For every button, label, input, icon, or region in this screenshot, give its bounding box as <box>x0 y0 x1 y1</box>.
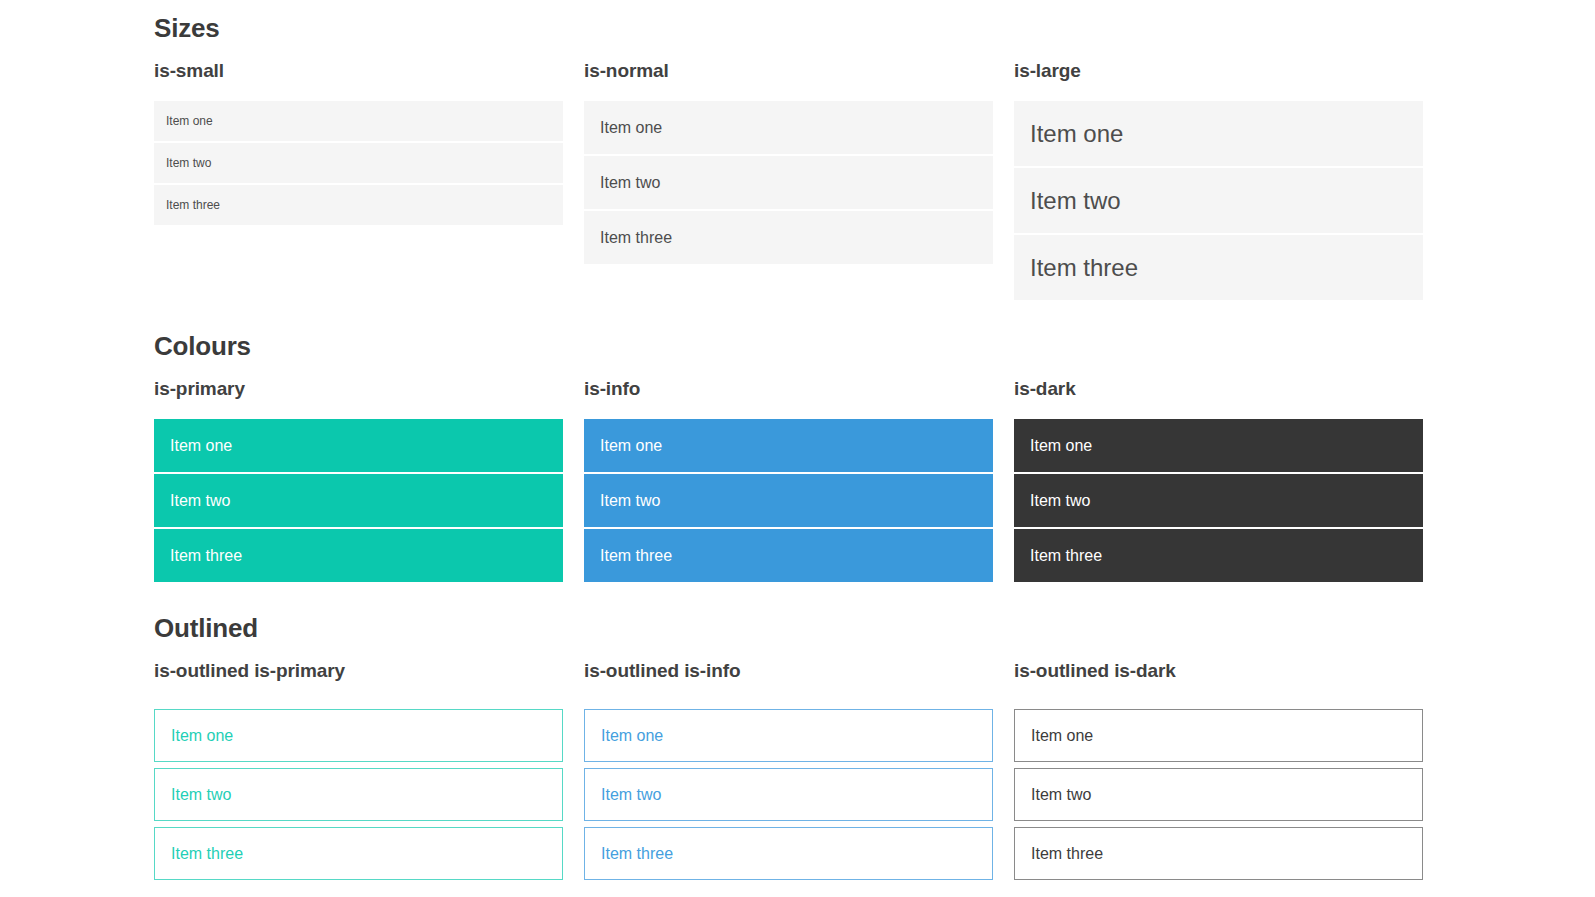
group-label-outlined-primary: is-outlined is-primary <box>154 658 563 683</box>
list-item[interactable]: Item three <box>1014 529 1423 582</box>
list-item[interactable]: Item two <box>584 474 993 527</box>
list-outlined-info: Item one Item two Item three <box>584 709 993 880</box>
list-item[interactable]: Item one <box>1014 419 1423 472</box>
list-outlined-primary: Item one Item two Item three <box>154 709 563 880</box>
list-item[interactable]: Item one <box>1014 709 1423 762</box>
list-large: Item one Item two Item three <box>1014 101 1423 300</box>
list-item[interactable]: Item three <box>154 185 563 225</box>
list-item[interactable]: Item two <box>1014 168 1423 233</box>
group-label-is-normal: is-normal <box>584 58 993 83</box>
section-title-outlined: Outlined <box>154 612 1595 644</box>
list-normal: Item one Item two Item three <box>584 101 993 264</box>
outlined-groups: is-outlined is-primary Item one Item two… <box>154 658 1595 886</box>
group-outlined-info: is-outlined is-info Item one Item two It… <box>584 658 993 886</box>
group-label-is-large: is-large <box>1014 58 1423 83</box>
group-label-is-small: is-small <box>154 58 563 83</box>
group-label-outlined-info: is-outlined is-info <box>584 658 993 683</box>
group-is-info: is-info Item one Item two Item three <box>584 376 993 584</box>
group-is-dark: is-dark Item one Item two Item three <box>1014 376 1423 584</box>
list-item[interactable]: Item one <box>154 101 563 141</box>
list-outlined-dark: Item one Item two Item three <box>1014 709 1423 880</box>
list-item[interactable]: Item three <box>1014 827 1423 880</box>
group-is-primary: is-primary Item one Item two Item three <box>154 376 563 584</box>
section-sizes: Sizes is-small Item one Item two Item th… <box>154 12 1595 302</box>
list-item[interactable]: Item two <box>154 474 563 527</box>
list-item[interactable]: Item one <box>154 709 563 762</box>
list-item[interactable]: Item one <box>154 419 563 472</box>
list-item[interactable]: Item two <box>1014 768 1423 821</box>
list-item[interactable]: Item two <box>584 768 993 821</box>
list-item[interactable]: Item two <box>154 143 563 183</box>
group-outlined-primary: is-outlined is-primary Item one Item two… <box>154 658 563 886</box>
group-label-is-info: is-info <box>584 376 993 401</box>
list-primary: Item one Item two Item three <box>154 419 563 582</box>
list-info: Item one Item two Item three <box>584 419 993 582</box>
section-outlined: Outlined is-outlined is-primary Item one… <box>154 612 1595 886</box>
list-item[interactable]: Item one <box>584 419 993 472</box>
list-dark: Item one Item two Item three <box>1014 419 1423 582</box>
section-title-sizes: Sizes <box>154 12 1595 44</box>
group-label-is-primary: is-primary <box>154 376 563 401</box>
list-item[interactable]: Item three <box>154 529 563 582</box>
list-item[interactable]: Item one <box>584 709 993 762</box>
list-item[interactable]: Item three <box>584 211 993 264</box>
section-colours: Colours is-primary Item one Item two Ite… <box>154 330 1595 584</box>
sizes-groups: is-small Item one Item two Item three is… <box>154 58 1595 302</box>
list-item[interactable]: Item three <box>584 529 993 582</box>
colours-groups: is-primary Item one Item two Item three … <box>154 376 1595 584</box>
list-small: Item one Item two Item three <box>154 101 563 225</box>
group-is-normal: is-normal Item one Item two Item three <box>584 58 993 302</box>
group-label-is-dark: is-dark <box>1014 376 1423 401</box>
list-item[interactable]: Item three <box>1014 235 1423 300</box>
list-item[interactable]: Item three <box>154 827 563 880</box>
list-item[interactable]: Item two <box>154 768 563 821</box>
section-title-colours: Colours <box>154 330 1595 362</box>
group-is-small: is-small Item one Item two Item three <box>154 58 563 302</box>
group-outlined-dark: is-outlined is-dark Item one Item two It… <box>1014 658 1423 886</box>
list-item[interactable]: Item two <box>584 156 993 209</box>
list-item[interactable]: Item three <box>584 827 993 880</box>
group-label-outlined-dark: is-outlined is-dark <box>1014 658 1423 683</box>
list-item[interactable]: Item two <box>1014 474 1423 527</box>
group-is-large: is-large Item one Item two Item three <box>1014 58 1423 302</box>
list-item[interactable]: Item one <box>584 101 993 154</box>
list-item[interactable]: Item one <box>1014 101 1423 166</box>
